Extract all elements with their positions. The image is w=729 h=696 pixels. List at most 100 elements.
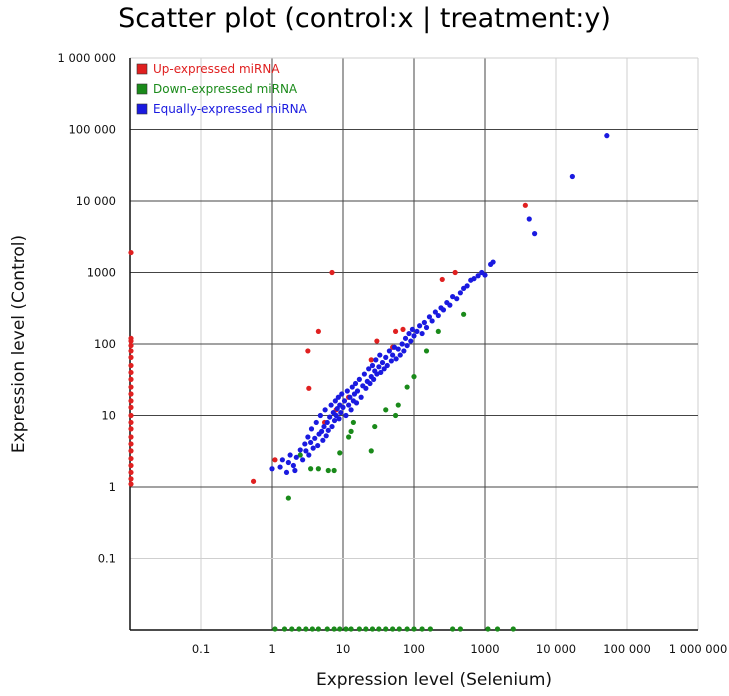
y-tick-label: 1000 <box>87 266 116 280</box>
data-point <box>340 404 346 410</box>
data-point <box>325 467 331 474</box>
data-point <box>358 394 364 400</box>
data-point <box>377 352 383 358</box>
data-point <box>328 402 334 408</box>
data-point <box>128 462 134 469</box>
data-point <box>308 439 314 446</box>
data-point <box>383 354 389 360</box>
data-point <box>401 348 407 354</box>
data-point <box>363 626 369 632</box>
data-point <box>440 307 447 313</box>
data-point <box>356 626 362 632</box>
data-point <box>373 357 379 363</box>
data-point <box>325 427 331 433</box>
x-tick-label: 10 <box>336 642 351 656</box>
y-tick-label: 0.1 <box>98 552 116 566</box>
data-point <box>457 626 463 632</box>
data-point <box>320 437 326 443</box>
x-tick-label: 1 <box>268 642 275 656</box>
data-point <box>338 409 344 416</box>
data-point <box>324 419 330 426</box>
data-point <box>423 348 430 354</box>
data-point <box>367 380 373 387</box>
data-point <box>293 454 299 460</box>
y-tick-label: 100 000 <box>68 123 116 137</box>
data-point <box>285 495 291 501</box>
data-point <box>457 290 463 296</box>
data-point <box>331 417 338 424</box>
data-point <box>329 423 335 430</box>
data-point <box>404 384 410 390</box>
data-point <box>128 476 134 482</box>
data-point <box>372 423 378 430</box>
data-point <box>302 441 308 447</box>
x-tick-label: 0.1 <box>192 642 210 656</box>
y-tick-label: 10 <box>101 409 116 423</box>
data-point <box>396 626 402 632</box>
data-point <box>435 312 441 319</box>
data-point <box>128 354 134 360</box>
data-point <box>368 448 374 454</box>
data-point <box>322 407 328 413</box>
data-point <box>423 324 430 331</box>
data-point <box>250 478 257 484</box>
data-point <box>395 346 401 352</box>
data-point <box>315 442 321 449</box>
legend-label: Equally-expressed miRNA <box>153 102 308 116</box>
y-tick-label: 1 <box>109 480 116 494</box>
data-point <box>409 326 416 333</box>
data-point <box>128 369 134 376</box>
data-point <box>331 626 337 632</box>
data-point <box>310 445 316 451</box>
data-point <box>303 448 309 454</box>
data-point <box>343 626 349 632</box>
data-point <box>419 626 425 632</box>
data-point <box>277 464 283 470</box>
data-point <box>408 338 414 344</box>
data-point <box>429 318 435 324</box>
data-point <box>321 423 327 430</box>
y-axis-title: Expression level (Control) <box>9 235 29 453</box>
data-point <box>404 342 410 349</box>
x-tick-label: 100 000 <box>603 642 651 656</box>
data-point <box>569 173 575 180</box>
data-point <box>439 276 445 283</box>
legend-label: Up-expressed miRNA <box>153 62 280 76</box>
data-point <box>312 435 318 441</box>
gridlines <box>130 57 699 630</box>
data-point <box>356 376 362 382</box>
data-point <box>490 259 496 265</box>
data-point <box>308 466 314 472</box>
data-point <box>402 335 409 341</box>
data-point <box>339 391 345 397</box>
data-point <box>378 369 384 376</box>
data-point <box>315 466 321 472</box>
data-point <box>306 385 312 391</box>
data-point <box>317 412 323 419</box>
data-point <box>269 466 275 472</box>
data-point <box>452 269 458 276</box>
data-point <box>369 626 376 632</box>
data-point <box>471 276 477 282</box>
data-point <box>285 459 291 466</box>
y-tick-label: 10 000 <box>76 194 116 208</box>
data-point <box>315 328 321 335</box>
data-point <box>341 398 348 404</box>
data-point <box>128 426 134 432</box>
x-tick-label: 1000 <box>470 642 499 656</box>
data-point <box>128 419 134 426</box>
data-point <box>296 626 302 632</box>
data-point <box>464 283 470 289</box>
data-point <box>128 455 134 462</box>
data-point <box>414 328 420 335</box>
data-point <box>366 366 372 372</box>
data-point <box>337 450 343 456</box>
data-point <box>526 216 532 222</box>
legend-label: Down-expressed miRNA <box>153 82 298 96</box>
data-point <box>128 441 134 447</box>
data-point <box>374 338 380 344</box>
data-point <box>347 394 353 400</box>
data-point <box>287 452 293 458</box>
data-point <box>335 394 341 400</box>
data-point <box>432 309 438 315</box>
